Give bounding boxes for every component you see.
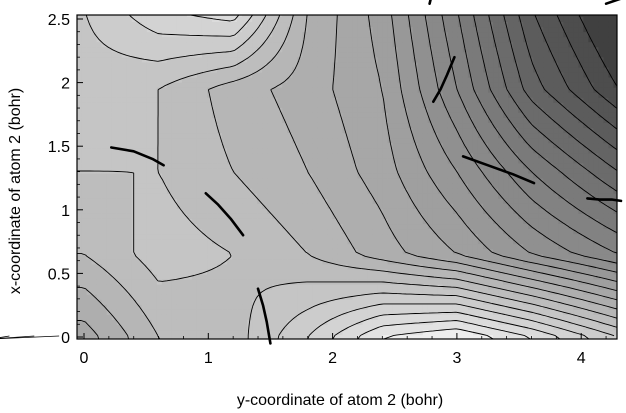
contour-line-7 (77, 15, 617, 339)
bold-curve-1 (204, 192, 245, 237)
contour-line-12 (424, 15, 617, 264)
contour-line-5 (77, 15, 617, 339)
contour-fill (77, 15, 617, 339)
plot-frame (76, 14, 618, 340)
x-tick-label: 2 (328, 350, 337, 367)
bold-curve-7 (604, 0, 621, 5)
contour-line-15 (473, 15, 617, 213)
y-tick-label: 2.5 (48, 12, 70, 29)
contour-line-8 (77, 15, 617, 339)
contour-line-10 (391, 15, 617, 282)
x-axis-ticks: 0 1 2 3 4 (0, 333, 607, 367)
contour-line-3 (128, 15, 590, 339)
y-tick-label: 0 (61, 330, 70, 347)
contour-line-21 (578, 15, 617, 88)
bold-curve-4 (461, 155, 536, 185)
bold-curves (110, 0, 623, 345)
bold-curve-6 (428, 0, 432, 5)
bold-curve-3 (432, 55, 456, 103)
contour-line-1 (357, 320, 532, 339)
contour-line-11 (407, 15, 617, 273)
y-tick-label: 1.5 (48, 139, 70, 156)
contour-line-2 (188, 15, 561, 339)
x-axis-label: y-coordinate of atom 2 (bohr) (237, 392, 443, 409)
contour-line-13 (441, 15, 617, 254)
y-axis-ticks: 0 0.5 1 1.5 2 2.5 (48, 12, 83, 347)
x-tick-label: 3 (452, 350, 461, 367)
y-tick-label: 1 (61, 203, 70, 220)
axes-frame (76, 14, 618, 340)
x-tick-label: 1 (204, 350, 213, 367)
contour-line-4 (85, 15, 615, 339)
y-axis-label: x-coordinate of atom 2 (bohr) (7, 88, 24, 294)
contour-line-9 (367, 15, 617, 292)
bold-curve-2 (256, 287, 272, 345)
y-tick-label: 2 (61, 76, 70, 93)
x-tick-label: 0 (80, 350, 89, 367)
contour-line-14 (458, 15, 617, 234)
y-tick-label: 0.5 (48, 266, 70, 283)
bold-curve-0 (110, 146, 165, 167)
x-tick-label: 4 (577, 350, 586, 367)
